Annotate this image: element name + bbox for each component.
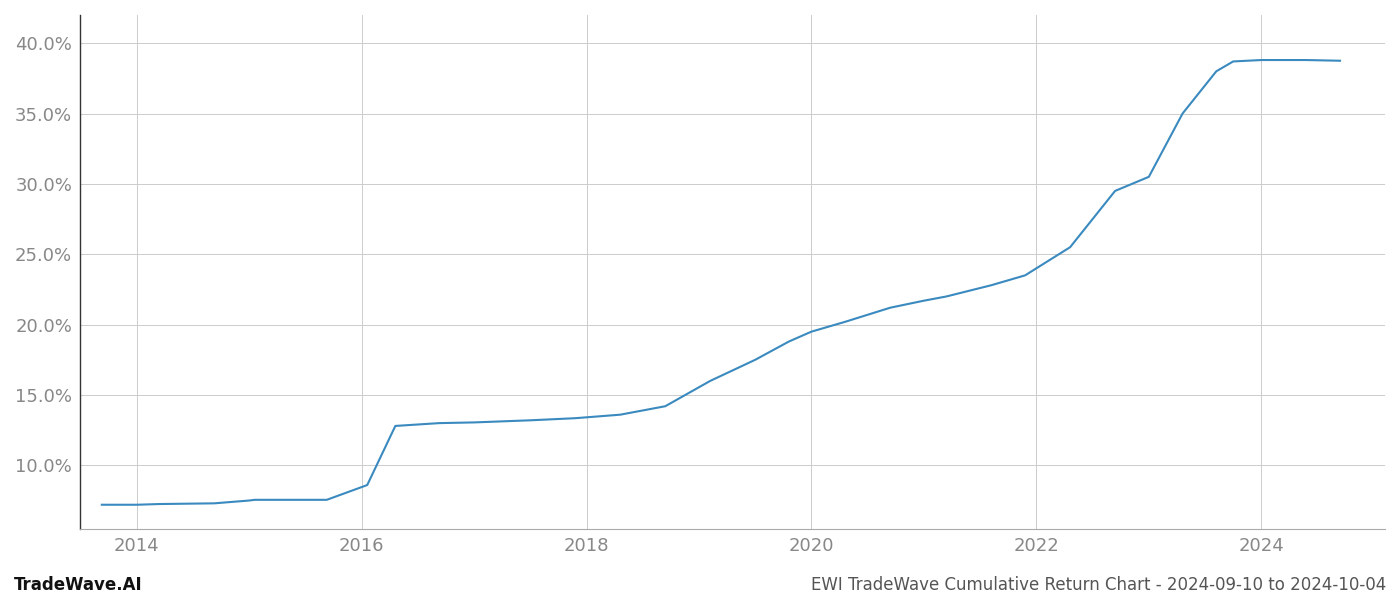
Text: TradeWave.AI: TradeWave.AI bbox=[14, 576, 143, 594]
Text: EWI TradeWave Cumulative Return Chart - 2024-09-10 to 2024-10-04: EWI TradeWave Cumulative Return Chart - … bbox=[811, 576, 1386, 594]
